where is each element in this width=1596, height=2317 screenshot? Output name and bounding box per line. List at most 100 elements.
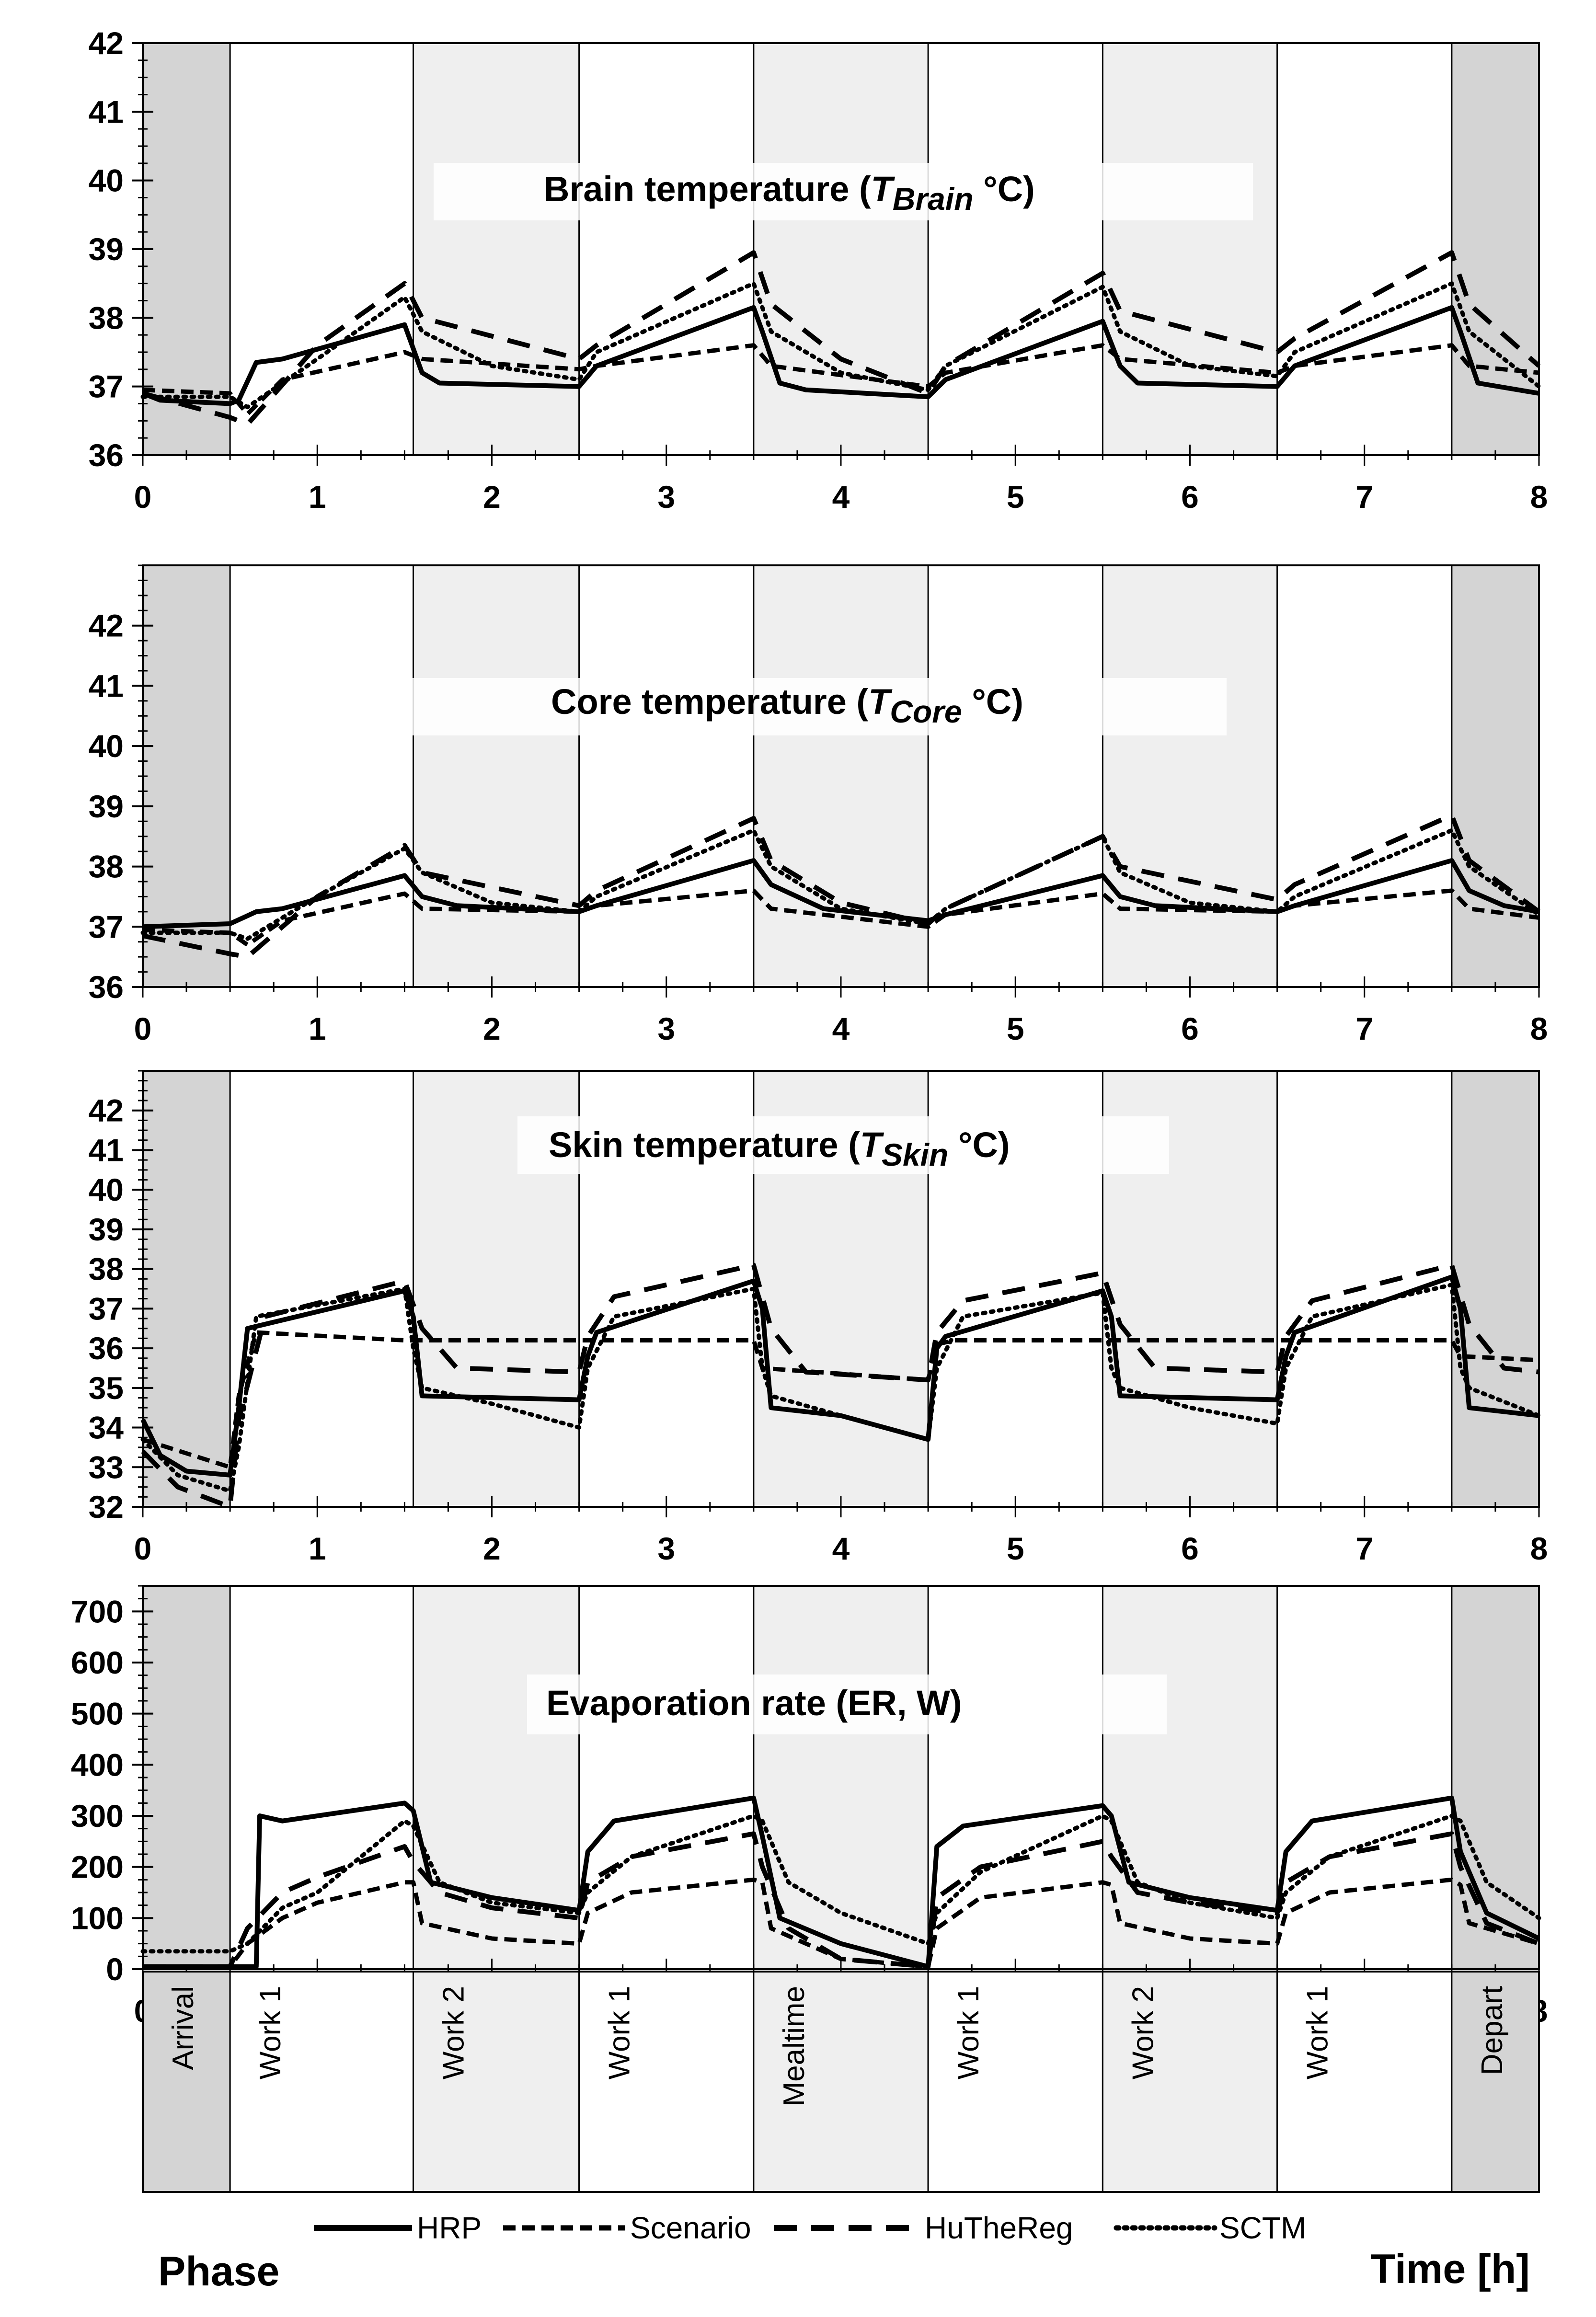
phase-label: Depart [1476,1986,1509,2075]
phase-band [143,43,230,455]
series-line-sctm [140,1813,1541,1954]
series-line-huthereg [143,1831,1540,1969]
series-line-scenario [142,888,1539,947]
x-tick-label: 1 [309,1011,326,1046]
legend-label-huthereg: HuTheReg [925,2211,1073,2245]
phase-cell [1102,1971,1278,2193]
chart-panel-4: Evaporation rate (ER, W) 0 100 200 300 400 500… [71,1585,1548,2029]
x-tick-label: 2 [483,1011,501,1046]
phase-label: Work 1 [952,1986,985,2079]
phase-label: Work 1 [254,1986,287,2079]
y-tick-label: 100 [71,1900,124,1936]
phase-cell [413,1971,580,2193]
x-tick-label: 7 [1355,1531,1373,1566]
y-tick-label: 37 [89,909,124,944]
y-tick-label: 36 [89,969,124,1005]
title-background [434,163,1253,220]
legend: HRP Scenario HuTheReg SCTM [314,2211,1306,2245]
series-line-scenario [143,1877,1540,1969]
x-tick-label: 2 [483,1531,501,1566]
y-tick-label: 36 [89,1331,124,1366]
y-tick-label: 36 [89,437,124,473]
y-tick-label: 41 [89,668,124,703]
phase-strip: Arrival Work 1 Work 2 Work 1 Mealtime Work 1 W… [142,1971,1540,2193]
phase-cell [1451,1971,1540,2193]
phase-cell [578,1971,755,2193]
x-tick-label: 3 [657,479,675,515]
y-tick-label: 40 [89,163,124,198]
series-line-hrp [143,1795,1540,1969]
phase-band [1451,1071,1539,1507]
chart-panel-1: Brain temperature (TBrain °C)36373839404… [89,25,1548,515]
y-tick-label: 500 [71,1696,124,1732]
title-background [517,1116,1169,1174]
series-line-hrp [142,858,1539,929]
series-line-scenario [142,343,1539,416]
phase-cell [753,1971,929,2193]
y-tick-label: 39 [89,231,124,267]
title-background [527,1675,1167,1734]
chart-panel-3: Skin temperature (TSkin °C)3233343536373… [89,1070,1548,1566]
phase-band [143,1071,230,1507]
y-tick-label: 41 [89,1132,124,1168]
series-line-sctm [140,281,1541,410]
y-tick-label: 39 [89,789,124,824]
chart-panel-2: Core temperature (TCore °C)3637383940414… [89,564,1548,1046]
series-line-huthereg [142,813,1540,960]
y-tick-label: 40 [89,1172,124,1207]
y-tick-label: 41 [89,94,124,129]
x-tick-label: 5 [1007,1011,1024,1046]
series-line-huthereg [142,250,1541,427]
phase-label: Work 1 [603,1986,636,2079]
series-line-hrp [140,1274,1539,1478]
y-tick-label: 34 [89,1410,124,1445]
y-tick-label: 37 [89,369,124,404]
phase-band [753,43,929,455]
x-tick-label: 4 [832,479,850,515]
phase-band [143,565,230,987]
x-tick-label: 1 [309,1531,326,1566]
phase-axis-label: Phase [158,2248,279,2294]
x-tick-label: 8 [1530,1011,1548,1046]
phase-label: Work 2 [437,1986,471,2079]
y-tick-label: 39 [89,1212,124,1247]
y-tick-label: 38 [89,1251,124,1287]
x-tick-label: 5 [1007,1531,1024,1566]
series-line-hrp [142,305,1539,406]
phase-band [753,1586,929,1969]
y-tick-label: 0 [106,1951,124,1987]
y-tick-label: 40 [89,728,124,764]
phase-cell [927,1971,1103,2193]
y-tick-label: 42 [89,608,124,643]
x-tick-label: 6 [1181,1011,1199,1046]
y-tick-label: 200 [71,1849,124,1885]
y-tick-label: 600 [71,1645,124,1680]
panel-title: Core temperature (TCore °C) [551,682,1023,729]
series-line-sctm [140,828,1541,941]
phase-band [1102,565,1277,987]
x-tick-label: 6 [1181,479,1199,515]
x-tick-label: 0 [134,479,152,515]
x-tick-label: 0 [134,1011,152,1046]
y-tick-label: 37 [89,1291,124,1326]
phase-label: Mealtime [778,1986,811,2107]
x-tick-label: 3 [657,1011,675,1046]
phase-strip-frame [142,1971,1540,2193]
x-tick-label: 3 [657,1531,675,1566]
x-tick-label: 5 [1007,479,1024,515]
y-tick-label: 32 [89,1489,124,1525]
x-tick-label: 2 [483,479,501,515]
phase-band [413,43,579,455]
y-tick-label: 38 [89,300,124,335]
chart-panels: Brain temperature (TBrain °C)36373839404… [71,25,1548,2029]
x-tick-label: 7 [1355,479,1373,515]
y-tick-label: 42 [89,1093,124,1128]
x-tick-label: 7 [1355,1011,1373,1046]
x-tick-label: 4 [832,1011,850,1046]
y-tick-label: 38 [89,849,124,884]
phase-label: Work 1 [1301,1986,1334,2079]
y-tick-label: 33 [89,1449,124,1485]
phase-band [143,1586,230,1969]
phase-band [1102,43,1277,455]
x-tick-label: 0 [134,1531,152,1566]
